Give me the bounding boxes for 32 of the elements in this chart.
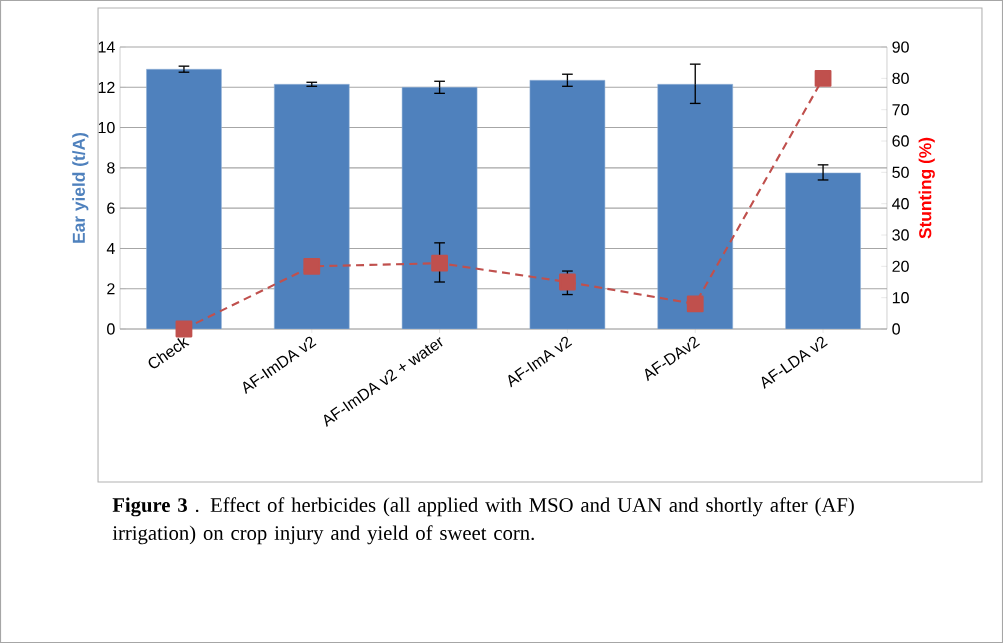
y2-tick-label: 30 [892,229,909,241]
bar [657,84,733,329]
y2-tick-label: 50 [892,166,909,179]
y-tick-label: 4 [106,242,115,254]
y-tick-label: 10 [98,121,115,134]
text: Figure 3 . Effect of herbicides (all applied with MSO and UAN and shortly after (AF) irrigation) on crop injury and yield of sweet corn. [112,497,854,545]
point [814,69,832,87]
bar [146,68,222,329]
point [175,320,193,338]
bar [529,79,606,329]
y2-tick-label: 70 [892,104,909,116]
y-axis-title: Ear yield (t/A) [72,133,89,243]
y2-tick-label: 20 [892,260,909,272]
y-tick-label: 0 [107,323,115,335]
bar [274,84,350,329]
bar [785,172,861,329]
y-tick-label: 12 [98,81,115,93]
point [303,257,321,275]
y2-tick-label: 90 [892,41,909,53]
bar [401,87,478,329]
y-tick-label: 8 [107,162,115,174]
y2-tick-label: 40 [892,198,909,210]
y2-tick-label: 80 [892,72,909,85]
y2-axis-title: Stunting (%) [918,137,935,239]
y-tick-label: 2 [107,283,115,295]
y2-tick-label: 0 [892,323,900,335]
point [686,295,704,313]
y-tick-label: 6 [107,202,115,214]
y2-tick-label: 10 [892,292,909,304]
point [431,254,448,272]
y-tick-label: 14 [98,41,115,53]
y2-tick-label: 60 [892,135,909,147]
